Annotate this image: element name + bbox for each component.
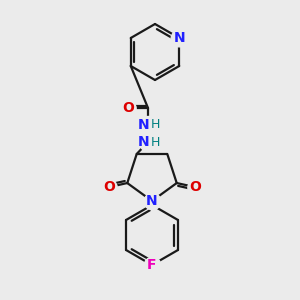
Text: O: O	[189, 180, 201, 194]
Text: N: N	[138, 135, 150, 149]
Text: N: N	[146, 194, 158, 208]
Text: H: H	[150, 136, 160, 148]
Text: H: H	[150, 118, 160, 131]
Text: O: O	[103, 180, 115, 194]
Text: N: N	[138, 118, 150, 132]
Text: F: F	[147, 258, 157, 272]
Text: O: O	[122, 101, 134, 115]
Text: N: N	[173, 31, 185, 45]
